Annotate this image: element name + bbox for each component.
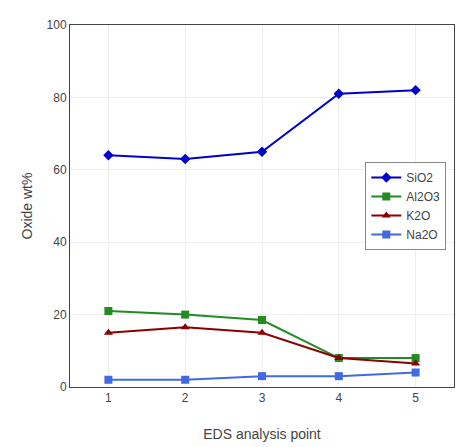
svg-text:3: 3 [259, 391, 266, 405]
svg-text:4: 4 [335, 391, 342, 405]
svg-text:Oxide wt%: Oxide wt% [19, 173, 35, 240]
svg-text:2: 2 [182, 391, 189, 405]
svg-text:40: 40 [53, 235, 67, 249]
svg-text:60: 60 [53, 163, 67, 177]
svg-text:100: 100 [47, 18, 67, 32]
svg-text:K2O: K2O [406, 209, 430, 223]
svg-text:0: 0 [60, 380, 67, 394]
svg-text:Al2O3: Al2O3 [406, 190, 440, 204]
svg-text:1: 1 [105, 391, 112, 405]
svg-text:20: 20 [53, 308, 67, 322]
svg-text:EDS analysis point: EDS analysis point [203, 426, 321, 442]
svg-text:Na2O: Na2O [406, 228, 437, 242]
svg-text:80: 80 [53, 91, 67, 105]
svg-text:5: 5 [412, 391, 419, 405]
svg-text:SiO2: SiO2 [406, 171, 433, 185]
